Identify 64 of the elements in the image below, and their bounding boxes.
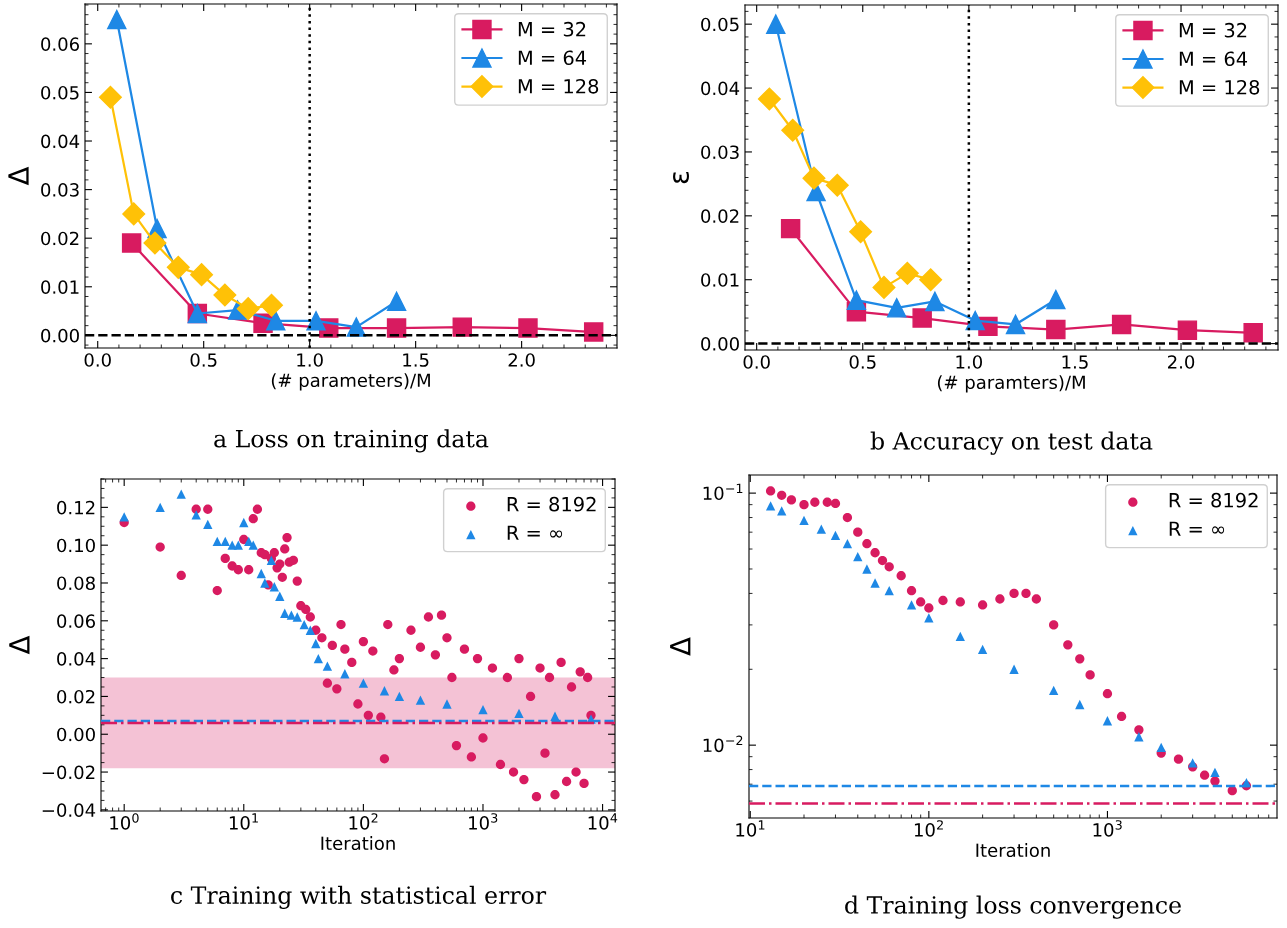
x-tick-label: 1.5 [403, 353, 429, 367]
y-tick-label: −0.02 [42, 765, 95, 780]
legend-label: M = 64 [1179, 51, 1248, 67]
y-tick-label: 0.04 [41, 134, 80, 149]
text: a Loss on training data [214, 429, 489, 453]
y-tick-label: 0.02 [57, 689, 95, 704]
legend-label: R = 8192 [507, 496, 596, 512]
text: c Training with statistical error [171, 885, 547, 909]
x-tick-label: 10$^{2}$ [349, 813, 378, 830]
y-tick-label: 0.06 [57, 614, 95, 628]
x-axis-title: (# parameters)/M [271, 373, 430, 391]
x-tick-label: 1.0 [297, 353, 323, 367]
y-tick-label: 0.03 [701, 145, 739, 160]
x-axis-title: Iteration [321, 836, 395, 851]
x-tick-label: 2.0 [1168, 355, 1195, 369]
y-tick-label: 0.01 [701, 273, 739, 287]
x-tick-label: 0.5 [849, 355, 876, 369]
legend-label: M = 32 [518, 21, 586, 37]
x-axis-title: Iteration [976, 843, 1050, 858]
legend-label: M = 32 [1179, 22, 1247, 38]
x-tick-label: 10$^{1}$ [736, 820, 765, 837]
x-tick-label: 0.5 [190, 353, 217, 367]
y-axis-title: Δ [670, 637, 691, 656]
y-tick-label: 0.02 [701, 209, 739, 223]
x-tick-label: 10$^{1}$ [229, 813, 258, 830]
y-tick-label: 0.03 [41, 183, 79, 197]
x-tick-label: 2.0 [508, 353, 535, 367]
x-tick-label: 10$^{3}$ [469, 813, 498, 830]
y-tick-label: 0.06 [41, 37, 79, 51]
y-tick-label: 0.04 [57, 652, 96, 666]
y-tick-label: 0.00 [57, 727, 95, 742]
y-tick-label: 0.05 [701, 17, 739, 32]
text: b Accuracy on test data [870, 431, 1153, 455]
y-tick-label: 10$^{−2}$ [703, 735, 743, 753]
y-tick-label: 0.00 [41, 328, 79, 343]
legend-label: M = 128 [1179, 79, 1260, 95]
y-tick-label: −0.04 [42, 803, 96, 817]
legend-label: R = ∞ [1169, 521, 1225, 536]
y-tick-label: 0.12 [57, 500, 95, 515]
y-tick-label: 0.04 [701, 81, 740, 96]
y-tick-label: 0.08 [57, 576, 95, 591]
x-tick-label: 1.0 [956, 355, 983, 369]
x-axis-title: (# paramters)/M [937, 375, 1085, 393]
legend-label: M = 64 [518, 50, 587, 66]
y-axis-title: Δ [8, 166, 29, 186]
text: d Training loss convergence [845, 895, 1181, 919]
x-tick-label: 0.0 [743, 355, 770, 369]
x-tick-label: 10$^{4}$ [588, 813, 618, 830]
y-tick-label: 0.00 [701, 337, 739, 351]
x-tick-label: 10$^{0}$ [110, 813, 139, 830]
y-tick-label: 0.02 [41, 231, 79, 246]
y-tick-label: 0.10 [57, 538, 95, 553]
legend-label: M = 128 [518, 78, 599, 94]
y-tick-label: 10$^{−1}$ [703, 483, 743, 501]
y-axis-title: Δ [9, 635, 30, 655]
y-tick-label: 0.05 [41, 85, 79, 100]
y-axis-title: ε [673, 171, 689, 184]
x-tick-label: 1.5 [1062, 355, 1088, 369]
legend-label: R = ∞ [507, 525, 563, 540]
x-tick-label: 10$^{3}$ [1093, 820, 1122, 837]
x-tick-label: 10$^{2}$ [914, 820, 943, 837]
x-tick-label: 0.0 [84, 353, 111, 367]
legend-label: R = 8192 [1169, 492, 1258, 508]
y-tick-label: 0.01 [41, 280, 79, 294]
